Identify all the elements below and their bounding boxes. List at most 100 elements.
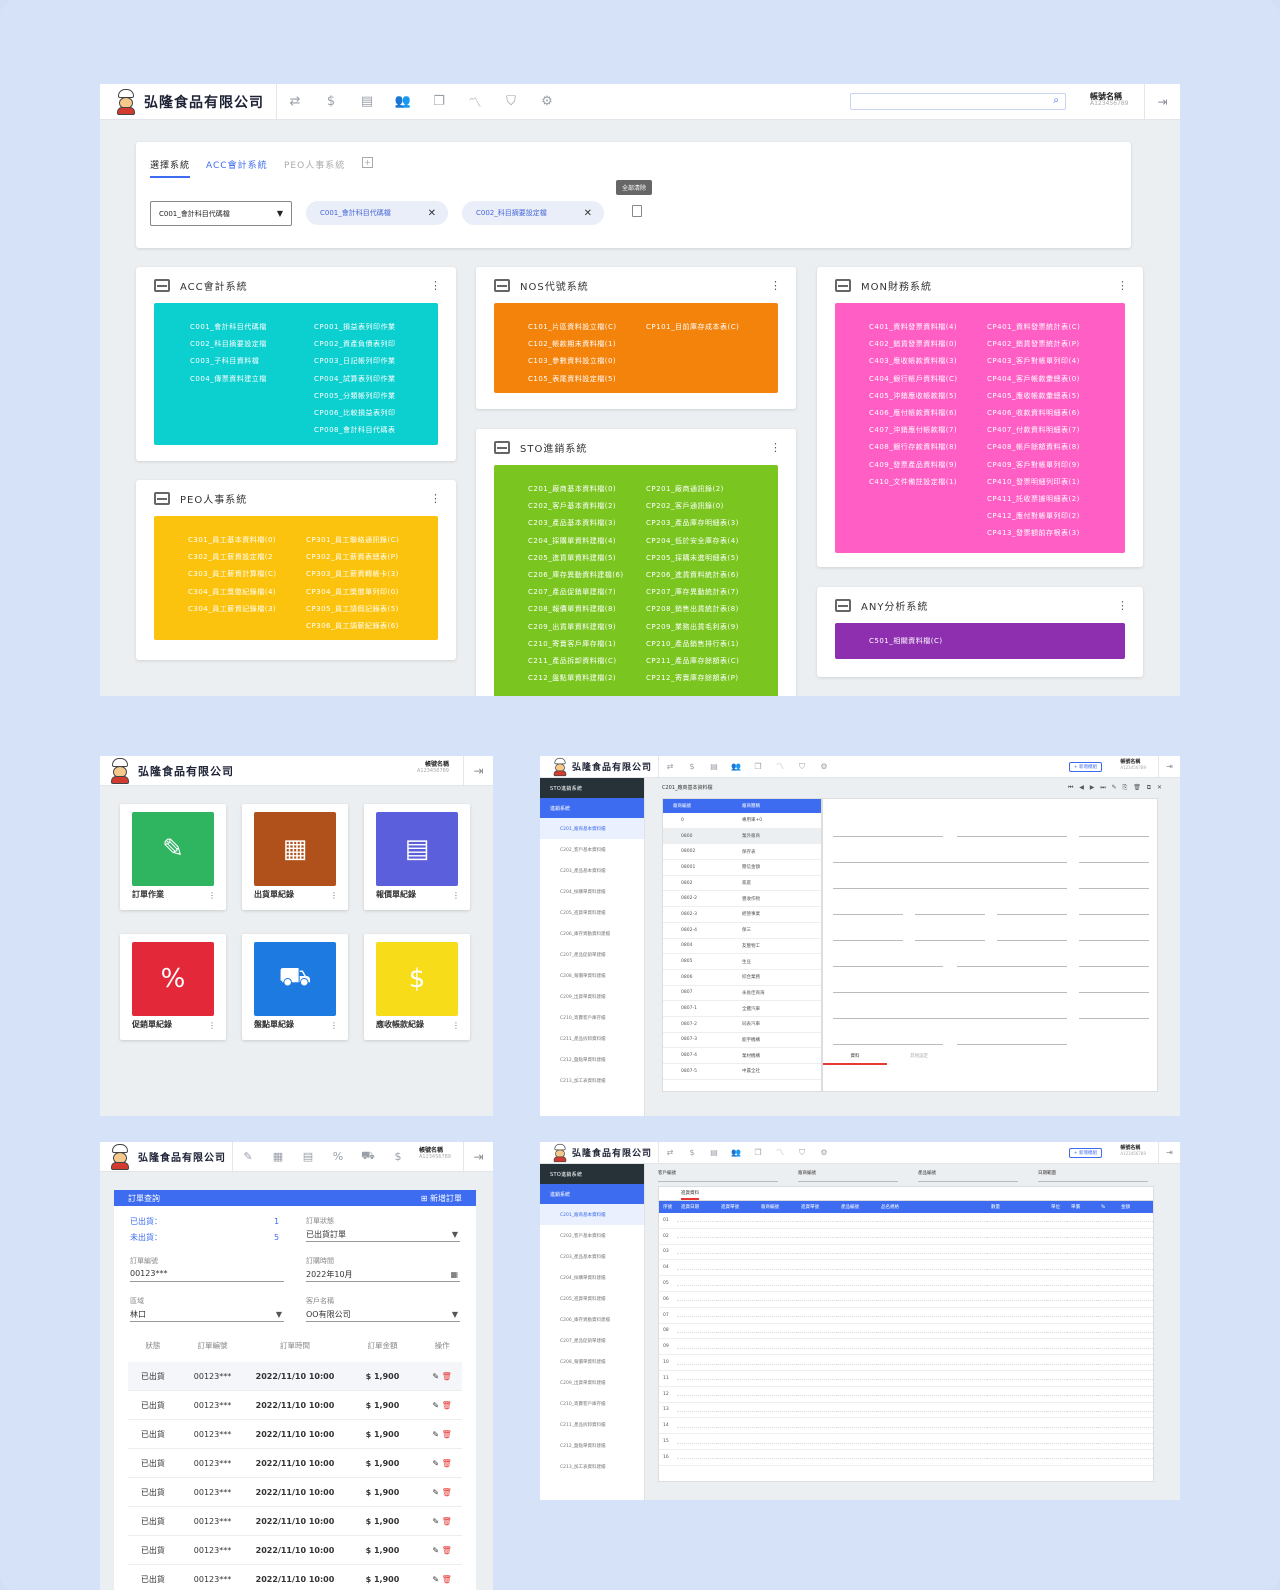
table-row[interactable]: 13 (659, 1403, 1153, 1419)
module-link[interactable]: CP305_員工請假記錄表(5) (306, 604, 399, 613)
column-header[interactable]: 單位 (1051, 1205, 1060, 1210)
column-header[interactable]: 金額 (1121, 1205, 1130, 1210)
calculator-icon[interactable]: ▤ (710, 1148, 718, 1157)
tab-peo[interactable]: PEO人事系統 (284, 161, 346, 171)
calendar-icon[interactable]: ▦ (450, 1270, 458, 1279)
filter-product[interactable]: 產品編號 (918, 1170, 1018, 1182)
module-link[interactable]: CP407_付款資料明細表(7) (987, 426, 1080, 435)
trash-icon[interactable]: 🗑 (441, 1516, 452, 1526)
tab-acc[interactable]: ACC會計系統 (206, 161, 268, 171)
copy-icon[interactable]: ❐ (433, 94, 445, 109)
module-link[interactable]: CP403_客戶對帳單列印(4) (987, 357, 1080, 366)
transfer-icon[interactable]: ⇄ (289, 94, 301, 109)
table-row[interactable]: 10 (659, 1355, 1153, 1371)
filter-vendor[interactable]: 廠商編號 (798, 1170, 898, 1182)
trash-icon[interactable]: 🗑 (441, 1545, 452, 1555)
column-header[interactable]: 產品編號 (841, 1205, 859, 1210)
gear-icon[interactable]: ⚙ (820, 1148, 828, 1157)
order-no-field[interactable]: 訂單編號 00123*** (130, 1256, 284, 1282)
more-icon[interactable]: ⋮ (330, 891, 338, 900)
module-link[interactable]: CP207_庫存異動統計表(7) (646, 588, 739, 597)
sidebar-item[interactable]: C209_出貨單資料建檔 (560, 1381, 606, 1386)
logout-icon[interactable]: ⇥ (1158, 1142, 1180, 1163)
table-row[interactable]: 15 (659, 1434, 1153, 1450)
more-icon[interactable]: ⋮ (1117, 278, 1129, 292)
module-link[interactable]: C409_發票產品資料檔(9) (869, 460, 958, 469)
module-link[interactable]: CP306_員工調薪紀錄表(6) (306, 622, 399, 631)
module-link[interactable]: C403_應收帳款資料檔(3) (869, 357, 958, 366)
tab-form-data[interactable]: 資料 (823, 1051, 887, 1065)
module-link[interactable]: C408_銀行存款資料檔(8) (869, 443, 958, 452)
module-link[interactable]: CP404_客戶帳款彙總表(0) (987, 374, 1080, 383)
users-icon[interactable]: 👥 (394, 94, 412, 109)
tile-shipments[interactable]: ▦ 出貨單紀錄 ⋮ (242, 804, 348, 910)
module-link[interactable]: C406_應付帳款資料檔(6) (869, 409, 958, 418)
module-link[interactable]: C002_科目摘要設定檔 (190, 340, 267, 349)
brand-logo[interactable]: 弘隆食品有限公司 (540, 1142, 652, 1163)
module-link[interactable]: C410_文件備註設定檔(1) (869, 477, 958, 486)
edit-icon[interactable]: ✎ (243, 1150, 253, 1163)
add-module-button[interactable]: + 新增模組 (1068, 762, 1102, 772)
add-order-button[interactable]: ⊞ 新增訂單 (420, 1193, 462, 1203)
brand-logo[interactable]: 弘隆食品有限公司 (100, 84, 264, 119)
dollar-icon[interactable]: $ (689, 1148, 695, 1157)
list-item[interactable]: 0806 綜合業務 (663, 970, 821, 986)
tile-promotions[interactable]: % 促銷單紀錄 ⋮ (120, 934, 226, 1040)
more-icon[interactable]: ⋮ (770, 278, 782, 292)
selected-pill-1[interactable]: C001_會計科目代碼檔 ✕ (306, 201, 448, 225)
more-icon[interactable]: ⋮ (452, 891, 460, 900)
dollar-icon[interactable]: $ (689, 762, 695, 771)
module-link[interactable]: C101_片區資料設立檔(C) (528, 323, 617, 331)
module-link[interactable]: CP208_銷售出貨統計表(8) (646, 605, 739, 614)
customer-select[interactable]: 客戶名稱 OO有限公司 ▼ (306, 1296, 460, 1322)
sidebar-item[interactable]: C204_採購單資料建檔 (560, 1276, 606, 1281)
module-link[interactable]: CP003_日記帳列印作業 (314, 357, 396, 366)
percent-icon[interactable]: % (332, 1150, 344, 1163)
edit-icon[interactable]: ✎ (432, 1400, 440, 1410)
module-link[interactable]: CP408_帳戶餘額資料表(8) (987, 443, 1080, 452)
tab-select-system[interactable]: 選擇系統 (150, 158, 191, 178)
form-field[interactable] (957, 949, 1067, 967)
table-row[interactable]: 已出貨 00123*** 2022/11/10 10:00 $ 1,900 ✎ 🗑 (128, 1449, 462, 1478)
module-link[interactable]: CP005_分類帳列印作業 (314, 391, 396, 400)
trend-icon[interactable]: 〽 (468, 96, 482, 111)
module-link[interactable]: C204_採購單資料建檔(4) (528, 536, 617, 545)
brand-logo[interactable]: 弘隆食品有限公司 (540, 756, 652, 777)
module-link[interactable]: CP101_目前庫存成本表(C) (646, 323, 740, 331)
calculator-icon[interactable]: ▤ (360, 94, 374, 109)
trash-icon[interactable]: 🗑 (441, 1400, 452, 1410)
column-header[interactable]: 進貨單號 (801, 1205, 819, 1210)
module-link[interactable]: CP409_客戶對帳單列印(9) (987, 460, 1080, 469)
module-link[interactable]: CP304_員工獎懲單列印(0) (306, 587, 399, 596)
list-item[interactable]: 08001 簡信金額 (663, 860, 821, 876)
module-link[interactable]: CP001_損益表列印作業 (314, 323, 396, 331)
module-link[interactable]: C212_盤點單資料建檔(2) (528, 674, 617, 683)
account-info[interactable]: 帳號名稱 A123456789 (1110, 1145, 1156, 1156)
list-item[interactable]: 0802 家庭 (663, 876, 821, 892)
close-icon[interactable]: ✕ (583, 207, 592, 219)
list-item[interactable]: 0802-2 豐收作物 (663, 891, 821, 908)
module-link[interactable]: CP301_員工聯絡通訊錄(C) (306, 536, 400, 544)
table-row[interactable]: 01 (659, 1213, 1153, 1229)
column-header[interactable]: 序號 (663, 1205, 672, 1210)
module-link[interactable]: CP205_採購未進明細表(5) (646, 553, 739, 562)
tile-quotes[interactable]: ▤ 報價單紀錄 ⋮ (364, 804, 470, 910)
more-icon[interactable]: ⋮ (770, 440, 782, 454)
more-icon[interactable]: ⋮ (330, 1021, 338, 1030)
module-link[interactable]: C404_銀行帳戶資料檔(C) (869, 374, 958, 383)
module-link[interactable]: C102_帳款期末資料檔(1) (528, 340, 617, 349)
list-item[interactable]: 0807-5 中農全社 (663, 1064, 821, 1080)
module-link[interactable]: CP412_應付對帳單列印(2) (987, 512, 1080, 521)
table-row[interactable]: 已出貨 00123*** 2022/11/10 10:00 $ 1,900 ✎ 🗑 (128, 1391, 462, 1420)
module-link[interactable]: CP402_銷貨發票統計表(P) (987, 340, 1080, 349)
sidebar-item[interactable]: C206_庫存異動資料建檔 (560, 932, 610, 937)
module-link[interactable]: CP210_產品銷售排行表(1) (646, 639, 739, 648)
form-field[interactable] (1079, 871, 1149, 889)
form-field[interactable] (833, 871, 1067, 889)
document-icon[interactable]: ▤ (302, 1150, 314, 1163)
column-header[interactable]: % (1101, 1204, 1106, 1210)
column-header[interactable]: 品名規格 (881, 1205, 899, 1210)
sidebar-item[interactable]: C213_加工表資料建檔 (560, 1465, 606, 1470)
logout-icon[interactable]: ⇥ (1158, 756, 1180, 777)
table-row[interactable]: 08 (659, 1324, 1153, 1340)
